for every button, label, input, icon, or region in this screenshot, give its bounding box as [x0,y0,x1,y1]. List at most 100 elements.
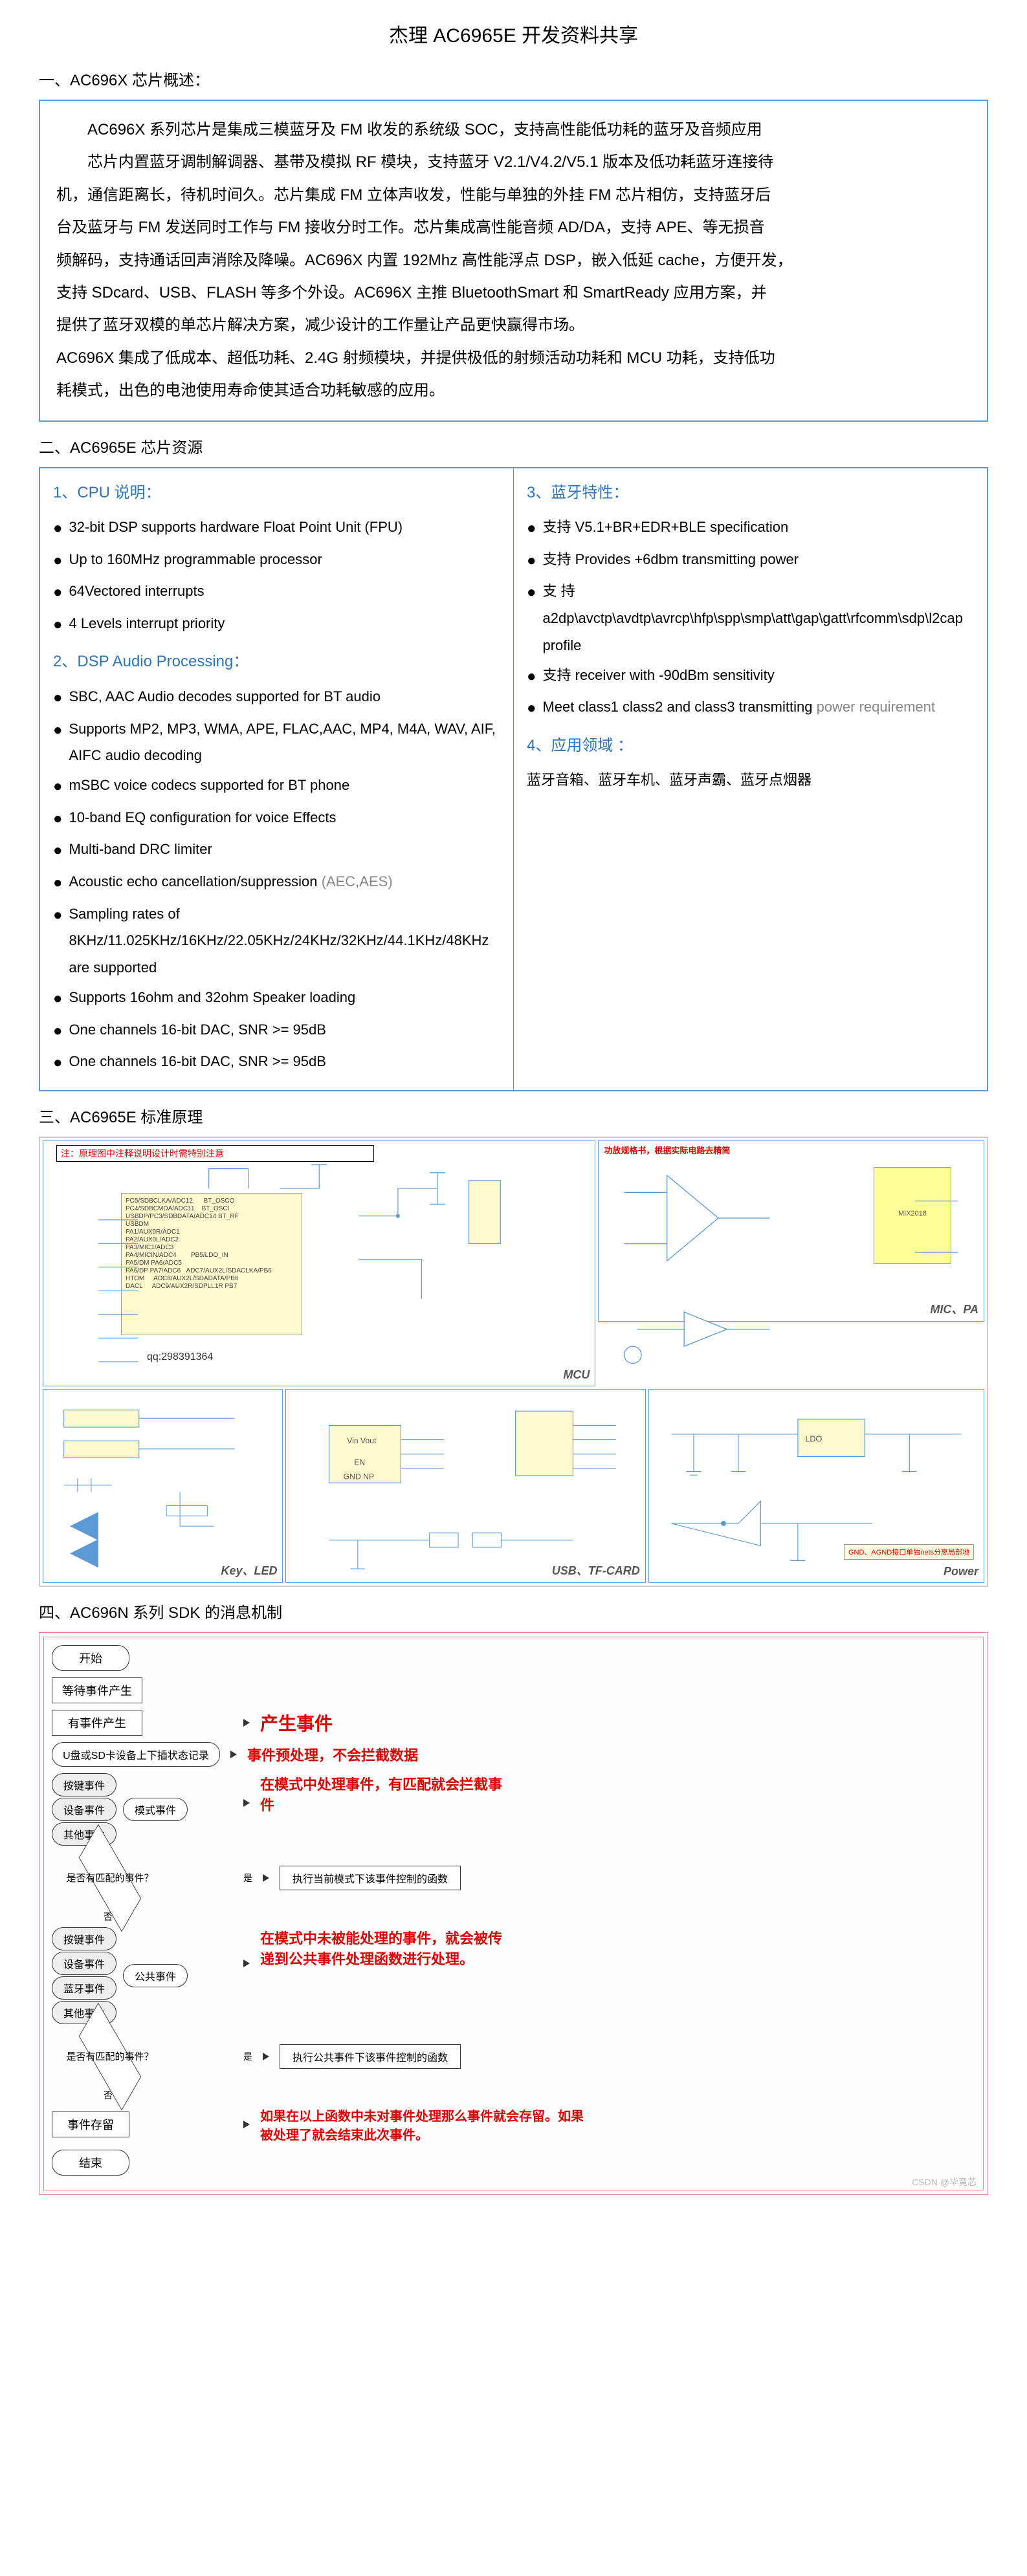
overview-p7: 提供了蓝牙双模的单芯片解决方案，减少设计的工作量让产品更快赢得市场。 [56,309,971,342]
flow-no: 否 [104,1910,975,1923]
overview-p9: 耗模式，出色的电池使用寿命使其适合功耗敏感的应用。 [56,375,971,407]
app-text: 蓝牙音箱、蓝牙车机、蓝牙声霸、蓝牙点烟器 [527,767,974,794]
bt-item: 支 持 a2dp\avctp\avdtp\avrcp\hfp\spp\smp\a… [543,578,975,659]
flow-red4: 在模式中未被能处理的事件，就会被传递到公共事件处理函数进行处理。 [260,1927,506,1969]
flow-red3: 在模式中处理事件，有匹配就会拦截事件 [260,1773,506,1815]
dsp-item: mSBC voice codecs supported for BT phone [69,772,501,802]
overview-p5: 频解码，支持通话回声消除及降噪。AC696X 内置 192Mhz 高性能浮点 D… [56,245,971,277]
cpu-item: 32-bit DSP supports hardware Float Point… [69,514,501,543]
bullet-icon: ● [527,693,536,723]
schematic-mic-panel: 功放规格书，根据实际电路去精简 MIX2018 MIC、PA [598,1141,984,1322]
power-lines-icon: LDO [649,1390,984,1613]
section2-header: 二、AC6965E 芯片资源 [39,435,988,457]
resources-box: 1、CPU 说明： ●32-bit DSP supports hardware … [39,467,988,1091]
bullet-icon: ● [53,610,63,640]
bt-head: 3、蓝牙特性： [527,478,974,508]
power-note: GND、AGND接口单独nets分离局部地 [844,1544,974,1560]
page-title: 杰理 AC6965E 开发资料共享 [39,19,988,48]
arrow-right-icon [230,1751,237,1758]
schematic-key-panel: Key、LED [43,1389,283,1583]
flow-no2: 否 [104,2089,975,2102]
dsp-head: 2、DSP Audio Processing： [53,647,500,677]
bt-item: 支持 V5.1+BR+EDR+BLE specification [543,514,975,543]
svg-text:EN: EN [355,1457,366,1467]
dsp-item: Sampling rates of 8KHz/11.025KHz/16KHz/2… [69,901,501,981]
arrow-right-icon [263,2053,269,2060]
schematic-container: 注：原理图中注释说明设计时需特别注意 PC5/SDBCLKA/ADC12 BT_… [39,1137,988,1587]
section3-header: 三、AC6965E 标准原理 [39,1104,988,1127]
flow-wait: 等待事件产生 [52,1677,142,1703]
svg-text:GND NP: GND NP [344,1472,374,1481]
bullet-icon: ● [53,1048,63,1078]
cpu-item: Up to 160MHz programmable processor [69,546,501,576]
flow-urec: U盘或SD卡设备上下插状态记录 [52,1742,220,1767]
flow-eventq: 事件存留 [52,2112,129,2137]
flow-bt: 蓝牙事件 [52,1976,116,2000]
dsp-item: SBC, AAC Audio decodes supported for BT … [69,683,501,713]
flow-yes2: 是 [243,2050,252,2063]
dsp-item: One channels 16-bit DAC, SNR >= 95dB [69,1048,501,1078]
bt-item: 支持 receiver with -90dBm sensitivity [543,662,975,692]
cpu-item: 4 Levels interrupt priority [69,610,501,640]
watermark: CSDN @毕竟芯 [912,2176,977,2189]
panel-label-key: Key、LED [221,1562,277,1578]
svg-text:LDO: LDO [805,1434,822,1443]
bullet-icon: ● [53,836,63,866]
schematic-usb-panel: Vin Vout EN GND NP USB、TF-CARD [285,1389,645,1583]
schematic-power-panel: LDO GND、AGND接口单独nets分离局部地 Power [648,1389,984,1583]
overview-p2: 芯片内置蓝牙调制解调器、基带及模拟 RF 模块，支持蓝牙 V2.1/V4.2/V… [56,146,971,179]
bullet-icon: ● [53,683,63,713]
bullet-icon: ● [53,1016,63,1046]
flow-dev2: 设备事件 [52,1952,116,1975]
bullet-icon: ● [527,578,536,659]
bullet-icon: ● [53,514,63,543]
dsp-item: Acoustic echo cancellation/suppression (… [69,868,501,898]
flow-red5: 如果在以上函数中未对事件处理那么事件就会存留。如果被处理了就会结束此次事件。 [260,2106,584,2143]
amp-lines-icon [599,1141,984,1381]
schematic-mcu-panel: 注：原理图中注释说明设计时需特别注意 PC5/SDBCLKA/ADC12 BT_… [43,1141,595,1386]
flow-public: 公共事件 [123,1964,188,1987]
flow-red1: 产生事件 [260,1710,333,1736]
arrow-right-icon [243,1719,250,1727]
bullet-icon: ● [53,868,63,898]
flow-q2: 是否有匹配的事件？ [52,2031,168,2082]
bullet-icon: ● [53,984,63,1014]
bullet-icon: ● [53,715,63,770]
dsp-item: One channels 16-bit DAC, SNR >= 95dB [69,1016,501,1046]
arrow-right-icon [243,2121,250,2128]
arrow-right-icon [243,1799,250,1807]
flow-red2: 事件预处理，不会拦截数据 [247,1744,418,1765]
flow-start: 开始 [52,1645,129,1671]
bullet-icon: ● [53,578,63,607]
arrow-right-icon [243,1959,250,1967]
bullet-icon: ● [53,772,63,802]
resources-right-col: 3、蓝牙特性： ●支持 V5.1+BR+EDR+BLE specificatio… [514,468,987,1090]
qq-text: qq:298391364 [147,1351,213,1363]
overview-p6: 支持 SDcard、USB、FLASH 等多个外设。AC696X 主推 Blue… [56,277,971,309]
flow-have: 有事件产生 [52,1710,142,1736]
overview-box: AC696X 系列芯片是集成三模蓝牙及 FM 收发的系统级 SOC，支持高性能低… [39,100,988,422]
flow-yes: 是 [243,1872,252,1884]
overview-p8: AC696X 集成了低成本、超低功耗、2.4G 射频模块，并提供极低的射频活动功… [56,342,971,375]
dsp-item: 10-band EQ configuration for voice Effec… [69,804,501,834]
dsp-item: Multi-band DRC limiter [69,836,501,866]
flow-mode: 模式事件 [123,1798,188,1821]
bullet-icon: ● [527,514,536,543]
panel-label-mcu: MCU [563,1368,590,1382]
bt-item: 支持 Provides +6dbm transmitting power [543,546,975,576]
app-head: 4、应用领域 ： [527,731,974,761]
flowchart-container: 开始 等待事件产生 有事件产生 产生事件 U盘或SD卡设备上下插状态记录 事件预… [39,1632,988,2195]
arrow-right-icon [263,1874,269,1882]
overview-p4: 台及蓝牙与 FM 发送同时工作与 FM 接收分时工作。芯片集成高性能音频 AD/… [56,212,971,244]
flow-end: 结束 [52,2150,129,2176]
svg-text:Vin Vout: Vin Vout [348,1436,377,1445]
overview-p1: AC696X 系列芯片是集成三模蓝牙及 FM 收发的系统级 SOC，支持高性能低… [56,114,971,146]
bullet-icon: ● [53,804,63,834]
resources-left-col: 1、CPU 说明： ●32-bit DSP supports hardware … [40,468,514,1090]
panel-label-power: Power [944,1565,978,1578]
dsp-item: Supports 16ohm and 32ohm Speaker loading [69,984,501,1014]
panel-label-usb: USB、TF-CARD [552,1562,640,1578]
overview-p3: 机，通信距离长，待机时间久。芯片集成 FM 立体声收发，性能与单独的外挂 FM … [56,179,971,212]
bullet-icon: ● [527,546,536,576]
flow-dev1: 设备事件 [52,1798,116,1821]
